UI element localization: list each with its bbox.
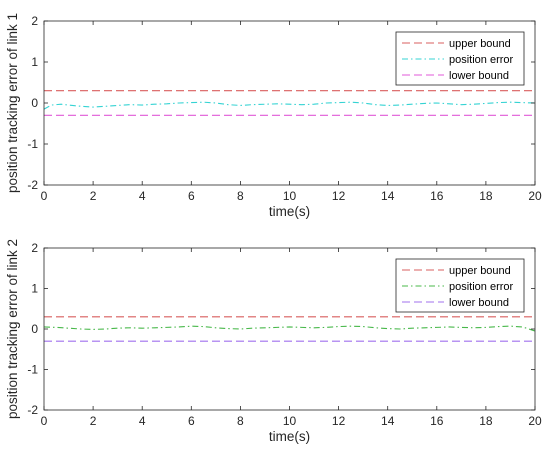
x-tick-label: 4: [139, 189, 146, 203]
legend-label-position-error: position error: [449, 281, 514, 293]
x-tick-label: 12: [332, 414, 346, 428]
y-tick-label: 2: [31, 241, 38, 255]
x-tick-label: 20: [528, 414, 542, 428]
x-axis-label: time(s): [269, 429, 310, 444]
x-axis-label: time(s): [269, 204, 310, 219]
chart-panel-1: 0 2 4 6 8 10 12 14 16 18 20-2-1012time(s)position …: [5, 13, 542, 219]
x-tick-label: 8: [237, 189, 244, 203]
x-tick-label: 8: [237, 414, 244, 428]
x-tick-label: 2: [90, 414, 97, 428]
x-tick-label: 2: [90, 189, 97, 203]
series-line-position-error: [44, 325, 535, 332]
x-tick-label: 14: [381, 189, 395, 203]
y-axis-label: position tracking error of link 1: [5, 13, 20, 193]
legend-label-lower-bound: lower bound: [449, 70, 509, 82]
y-tick-label: -2: [27, 178, 38, 192]
x-tick-label: 0: [41, 189, 48, 203]
x-tick-label: 16: [430, 414, 444, 428]
x-tick-label: 14: [381, 414, 395, 428]
x-tick-label: 18: [479, 414, 493, 428]
legend-label-position-error: position error: [449, 54, 514, 66]
x-tick-label: 16: [430, 189, 444, 203]
x-tick-label: 10: [283, 189, 297, 203]
y-tick-label: 0: [31, 96, 38, 110]
legend-label-upper-bound: upper bound: [449, 38, 511, 50]
x-tick-label: 10: [283, 414, 297, 428]
legend-label-lower-bound: lower bound: [449, 297, 509, 309]
legend-box: [395, 31, 525, 86]
legend: upper bound position error lower bound: [395, 258, 525, 313]
series-line-position-error: [44, 101, 535, 110]
x-tick-label: 18: [479, 189, 493, 203]
x-tick-label: 20: [528, 189, 542, 203]
x-tick-label: 6: [188, 414, 195, 428]
x-tick-label: 0: [41, 414, 48, 428]
x-tick-label: 4: [139, 414, 146, 428]
chart-panel-2: 0 2 4 6 8 10 12 14 16 18 20-2-1012time(s)position …: [5, 239, 542, 444]
y-tick-label: -1: [27, 137, 38, 151]
y-tick-label: -1: [27, 363, 38, 377]
y-axis-label: position tracking error of link 2: [5, 239, 20, 419]
y-tick-label: 1: [31, 282, 38, 296]
y-tick-label: 0: [31, 322, 38, 336]
x-tick-label: 6: [188, 189, 195, 203]
y-tick-label: -2: [27, 403, 38, 417]
y-tick-label: 1: [31, 55, 38, 69]
x-tick-label: 12: [332, 189, 346, 203]
legend-label-upper-bound: upper bound: [449, 265, 511, 277]
y-tick-label: 2: [31, 14, 38, 28]
legend: upper bound position error lower bound: [395, 31, 525, 86]
